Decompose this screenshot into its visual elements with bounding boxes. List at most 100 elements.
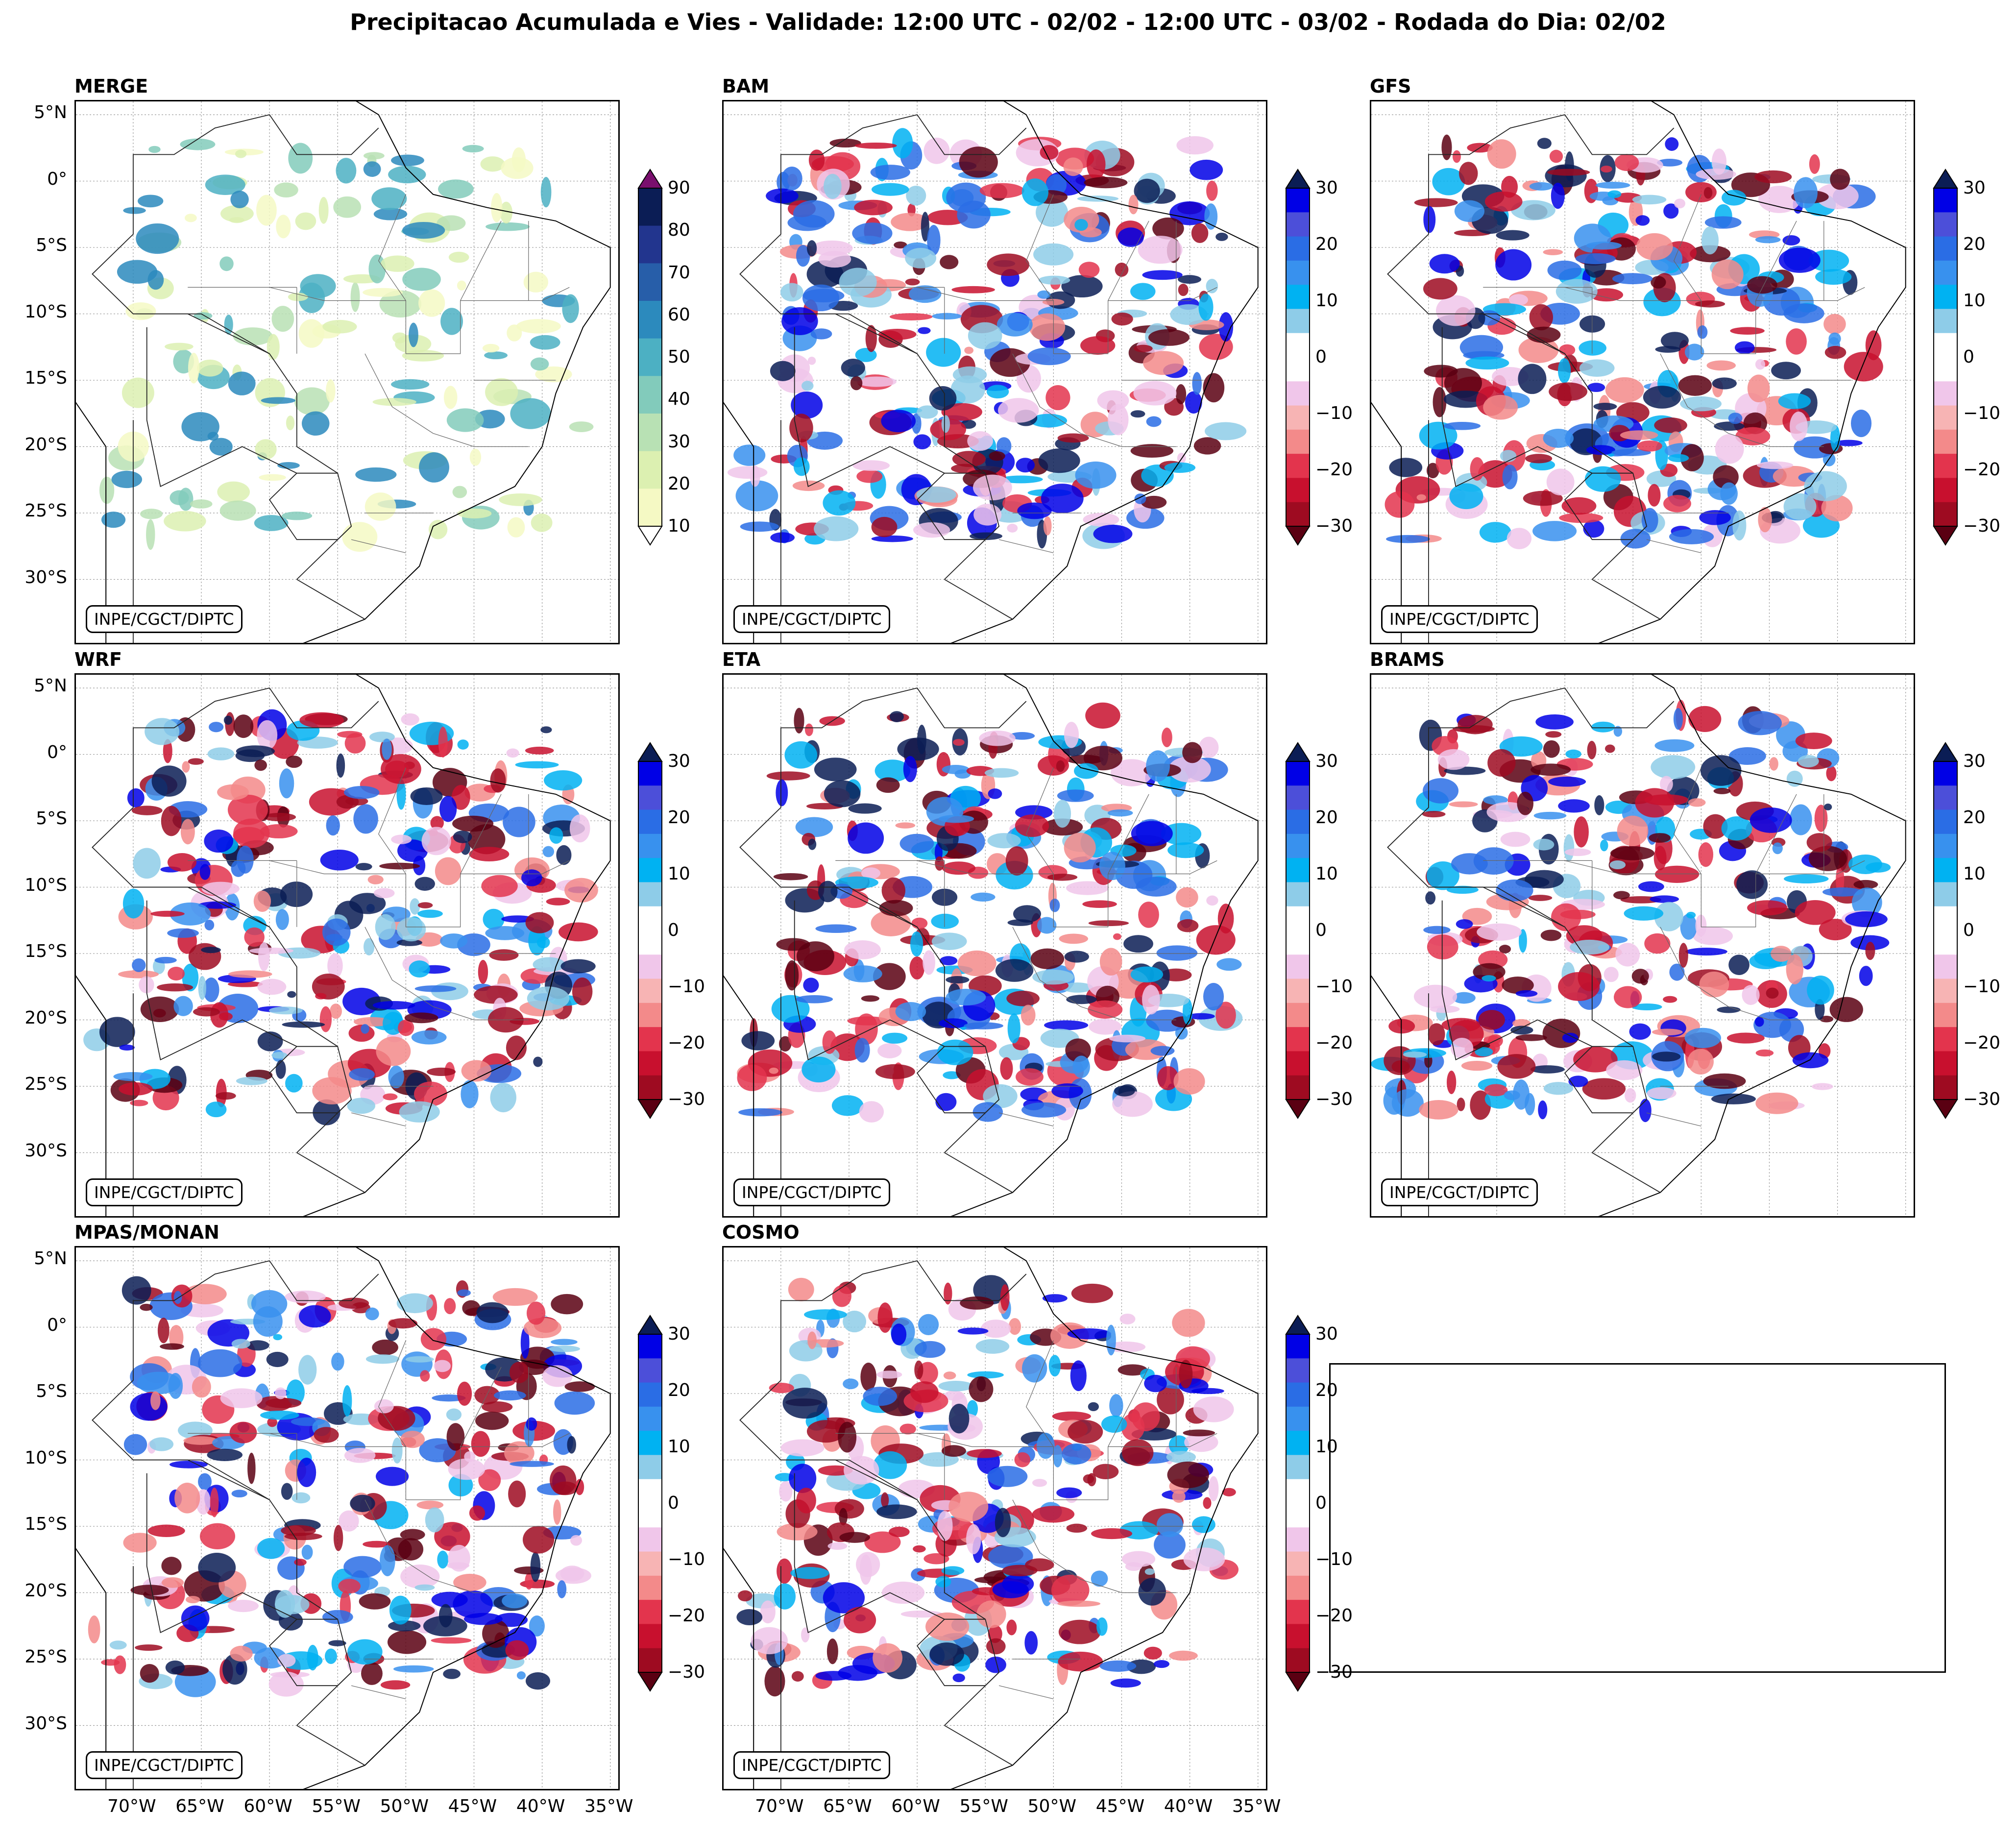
colorbar-segment xyxy=(1286,1027,1310,1051)
bias-cell xyxy=(1414,198,1458,207)
bias-cell xyxy=(192,1376,211,1398)
bias-cell xyxy=(801,1627,810,1643)
state-border xyxy=(1012,1499,1176,1593)
empty-legend-box xyxy=(1329,1363,1946,1673)
bias-cell xyxy=(1525,454,1553,464)
map-panel-eta: INPE/CGCT/DIPTC xyxy=(722,673,1267,1218)
lon-tick-label: 70°W xyxy=(755,1796,804,1816)
lat-tick-label: 10°S xyxy=(24,301,67,322)
colorbar-segment xyxy=(1286,930,1310,955)
precip-cell xyxy=(256,195,277,226)
bias-cell xyxy=(889,313,933,320)
bias-cell xyxy=(1635,788,1675,818)
bias-cell xyxy=(237,846,254,874)
bias-cell xyxy=(1715,434,1744,464)
colorbar-segment xyxy=(1934,212,1957,237)
bias-cell xyxy=(878,328,917,340)
bias-cell xyxy=(1595,181,1630,189)
colorbar-segment xyxy=(1286,309,1310,334)
bias-cell xyxy=(222,1654,247,1685)
bias-cell xyxy=(564,1381,595,1392)
colorbar-segment xyxy=(1934,858,1957,882)
bias-cell xyxy=(365,1354,400,1364)
bias-cell xyxy=(1648,484,1661,507)
bias-cell xyxy=(1057,1600,1101,1607)
field-layer xyxy=(737,702,1243,1123)
bias-cell xyxy=(1449,801,1478,807)
bias-cell xyxy=(1465,356,1509,370)
bias-cell xyxy=(1423,278,1457,300)
bias-cell xyxy=(844,940,881,959)
bias-cell xyxy=(784,741,818,769)
bias-cell xyxy=(160,1343,184,1350)
bias-cell xyxy=(1589,288,1624,302)
state-border xyxy=(269,860,406,875)
bias-cell xyxy=(542,846,555,857)
bias-cell xyxy=(988,1625,1002,1643)
state-border xyxy=(460,287,570,301)
bias-cell xyxy=(170,902,211,926)
bias-cell xyxy=(1484,191,1523,212)
bias-cell xyxy=(1812,1083,1833,1090)
bias-cell xyxy=(210,1488,219,1517)
bias-cell xyxy=(1680,396,1722,412)
bias-cell xyxy=(1717,1006,1741,1013)
bias-cell xyxy=(1586,445,1615,455)
bias-cell xyxy=(533,957,565,972)
colorbar-tick-label: 10 xyxy=(1315,291,1338,311)
coastline xyxy=(724,101,1259,643)
colorbar-segment xyxy=(1934,785,1957,810)
bias-cell xyxy=(253,890,271,912)
precip-cell xyxy=(259,474,286,481)
bias-cell xyxy=(823,490,856,516)
bias-cell xyxy=(365,1307,379,1320)
bias-cell xyxy=(1161,823,1202,845)
bias-cell xyxy=(972,1102,1003,1122)
bias-cell xyxy=(1173,1068,1205,1095)
bias-cell xyxy=(1663,495,1691,513)
precip-cell xyxy=(184,214,197,222)
bias-cell xyxy=(1545,731,1562,738)
bias-cell xyxy=(1441,134,1452,160)
colorbar-segment xyxy=(1934,978,1957,1003)
bias-cell xyxy=(987,1466,1028,1487)
bias-cell xyxy=(425,1507,444,1533)
bias-cell xyxy=(374,1399,394,1414)
map-panel-bam: INPE/CGCT/DIPTC xyxy=(722,100,1267,644)
precip-cell xyxy=(300,274,336,298)
bias-cell xyxy=(1193,437,1221,455)
bias-cell xyxy=(1732,510,1747,541)
bias-cell xyxy=(1131,1402,1160,1431)
bias-cell xyxy=(274,1387,287,1399)
bias-cell xyxy=(1753,1012,1792,1038)
bias-cell xyxy=(935,1576,951,1588)
precip-cell xyxy=(286,416,295,431)
bias-cell xyxy=(873,963,906,990)
state-border xyxy=(998,539,1054,553)
colorbar-tick-label: 20 xyxy=(1315,234,1338,254)
bias-cell xyxy=(1009,732,1035,740)
country-border xyxy=(916,473,999,540)
lon-tick-label: 65°W xyxy=(175,1796,224,1816)
bias-cell xyxy=(815,924,857,933)
bias-cell xyxy=(1088,920,1129,927)
bias-cell xyxy=(266,1351,289,1368)
bias-cell xyxy=(1056,1487,1082,1498)
bias-cell xyxy=(1057,433,1089,443)
bias-cell xyxy=(1437,749,1470,770)
panel-title: MERGE xyxy=(74,75,148,97)
bias-cell xyxy=(824,173,842,199)
bias-cell xyxy=(827,1542,848,1550)
bias-cell xyxy=(349,893,386,914)
bias-cell xyxy=(1778,393,1811,410)
lon-tick-label: 60°W xyxy=(243,1796,292,1816)
bias-cell xyxy=(789,1340,823,1362)
bias-cell xyxy=(181,1605,210,1632)
bias-cell xyxy=(1573,1046,1618,1073)
precip-cell xyxy=(372,398,416,406)
bias-cell xyxy=(1533,811,1567,820)
coastline xyxy=(724,675,1259,1216)
colorbar-tick-label: 60 xyxy=(668,304,690,325)
bias-cell xyxy=(380,1680,411,1690)
bias-cell xyxy=(897,737,939,761)
